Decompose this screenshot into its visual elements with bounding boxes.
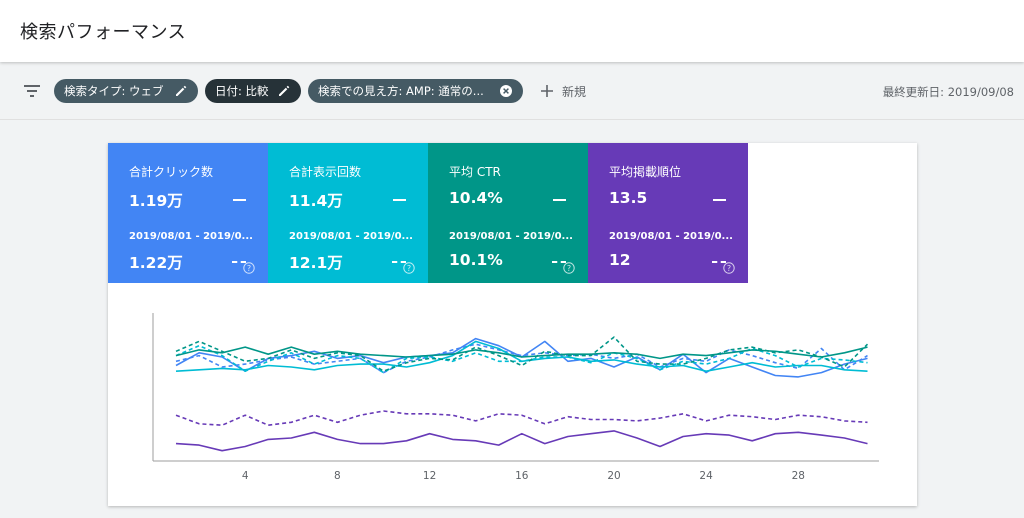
metric-current-value: 11.4万 (289, 192, 343, 210)
add-filter-button[interactable]: 新規 (540, 81, 586, 101)
add-filter-label: 新規 (562, 84, 587, 99)
edit-icon[interactable] (277, 84, 291, 98)
svg-text:?: ? (567, 264, 571, 273)
chart-series-group (175, 336, 869, 452)
performance-card: 合計クリック数 1.19万 2019/08/01 - 2019/0... 1.2… (108, 143, 917, 506)
metric-name: 合計クリック数 (129, 165, 214, 179)
metric-current-range: 2019/08/01 - 2019/0... (289, 231, 413, 242)
filter-chip-label: 検索での見え方: AMP: 通常の... (318, 84, 484, 98)
page-header: 検索パフォーマンス (0, 0, 1024, 62)
svg-text:?: ? (727, 264, 731, 273)
dashed-line-legend (232, 261, 246, 263)
chart-series-line-1 (175, 343, 868, 374)
x-tick-label: 12 (423, 470, 436, 482)
solid-line-legend (553, 199, 566, 201)
help-icon[interactable]: ? (723, 262, 735, 274)
metric-previous-range: 2019/07/01 - 2019/0... (449, 293, 573, 304)
filter-chip-label: 日付: 比較 (215, 84, 269, 98)
metric-previous-value: 12.1万 (289, 254, 343, 272)
metric-card-ctr[interactable]: 平均 CTR 10.4% 2019/08/01 - 2019/0... 10.1… (428, 143, 588, 304)
metric-previous-range: 2019/07/01 - 2019/0... (129, 293, 253, 304)
metric-name: 平均 CTR (449, 165, 501, 179)
dashed-line-legend (392, 261, 406, 263)
dashed-line-legend (552, 261, 566, 263)
chart-series-line-6 (175, 430, 868, 452)
metric-name: 合計表示回数 (289, 165, 362, 179)
x-tick-label: 28 (792, 470, 805, 482)
dashed-line-legend (712, 261, 726, 263)
chart-x-ticks: 4 8 12 16 20 24 28 (242, 470, 805, 482)
x-tick-label: 4 (242, 470, 249, 482)
close-circle-icon[interactable] (499, 84, 513, 98)
metric-previous-value: 10.1% (449, 251, 503, 269)
help-icon[interactable]: ? (243, 262, 255, 274)
metric-current-value: 10.4% (449, 189, 503, 207)
metric-previous-range: 2019/07/01 - 2019/0... (609, 293, 733, 304)
filter-chip-date[interactable]: 日付: 比較 (205, 79, 301, 103)
metric-current-range: 2019/08/01 - 2019/0... (129, 231, 253, 242)
filter-chip-label: 検索タイプ: ウェブ (64, 84, 164, 98)
edit-icon[interactable] (174, 84, 188, 98)
page-title: 検索パフォーマンス (20, 22, 187, 43)
metric-current-range: 2019/08/01 - 2019/0... (449, 231, 573, 242)
filter-icon[interactable] (22, 82, 42, 100)
metric-current-range: 2019/08/01 - 2019/0... (609, 231, 733, 242)
metric-card-impressions[interactable]: 合計表示回数 11.4万 2019/08/01 - 2019/0... 12.1… (268, 143, 428, 304)
svg-text:?: ? (407, 264, 411, 273)
x-tick-label: 24 (699, 470, 713, 482)
help-icon[interactable]: ? (563, 262, 575, 274)
metric-current-value: 1.19万 (129, 192, 183, 210)
x-tick-label: 8 (334, 470, 341, 482)
last-updated-text: 最終更新日: 2019/09/08 (882, 85, 1014, 99)
x-tick-label: 16 (515, 470, 529, 482)
svg-text:?: ? (247, 264, 251, 273)
solid-line-legend (713, 199, 726, 201)
metric-previous-range: 2019/07/01 - 2019/0... (289, 293, 413, 304)
metric-card-clicks[interactable]: 合計クリック数 1.19万 2019/08/01 - 2019/0... 1.2… (108, 143, 268, 304)
performance-line-chart: 4 8 12 16 20 24 28 (152, 313, 879, 482)
metric-card-position[interactable]: 平均掲載順位 13.5 2019/08/01 - 2019/0... 12 20… (588, 143, 748, 304)
filter-bar: 検索タイプ: ウェブ 日付: 比較 検索での見え方: AMP: 通常の... 新… (0, 63, 1024, 120)
filter-chip-search-appearance[interactable]: 検索での見え方: AMP: 通常の... (308, 79, 523, 103)
plus-icon (541, 85, 553, 97)
solid-line-legend (393, 199, 406, 201)
chart-series-line-7 (175, 410, 868, 426)
chart-series-line-4 (175, 346, 868, 360)
metric-name: 平均掲載順位 (609, 165, 682, 179)
chart-series-line-3 (175, 344, 868, 374)
metric-previous-value: 1.22万 (129, 254, 183, 272)
chart-series-line-5 (175, 336, 869, 372)
metric-current-value: 13.5 (609, 189, 648, 207)
solid-line-legend (233, 199, 246, 201)
help-icon[interactable]: ? (403, 262, 415, 274)
filter-chip-search-type[interactable]: 検索タイプ: ウェブ (54, 79, 198, 103)
metric-previous-value: 12 (609, 251, 631, 269)
x-tick-label: 20 (607, 470, 620, 482)
